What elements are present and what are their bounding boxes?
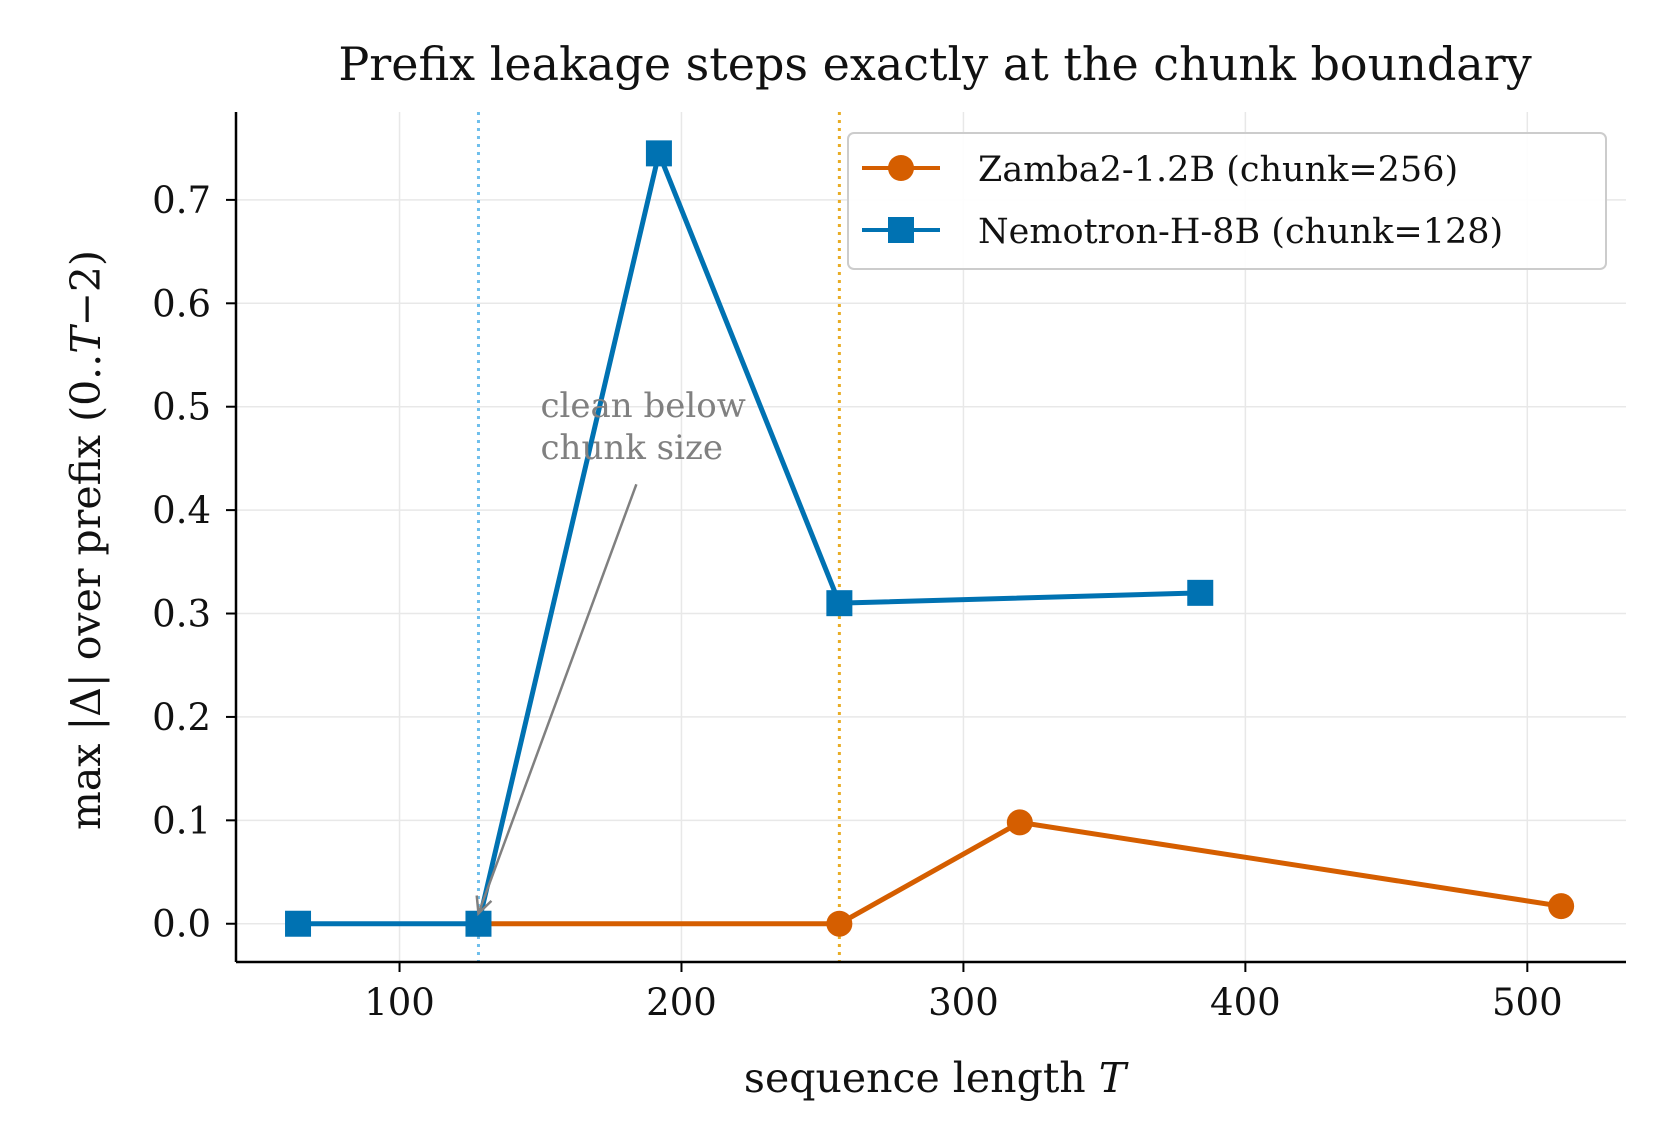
y-axis-label: max |Δ| over prefix (0..T−2)	[62, 250, 110, 830]
chunk-boundary-lines	[476, 112, 841, 962]
series	[285, 140, 1575, 937]
x-axis-label-var: T	[1099, 1054, 1129, 1102]
data-point	[826, 590, 853, 617]
y-tick-label: 0.1	[152, 799, 211, 842]
y-tick-label: 0.6	[152, 282, 211, 325]
axes	[226, 112, 1626, 972]
series-line	[478, 819, 1562, 927]
annotation-text: clean below chunk size	[541, 386, 757, 468]
data-point	[826, 910, 853, 937]
annotation-arrow	[477, 483, 638, 914]
tick-labels: 100 200 300 400 500 0.0 0.1 0.2 0.3 0.4 0.5 0.6 0.7	[152, 179, 1562, 1024]
x-axis-label: sequence length T	[744, 1054, 1129, 1102]
annotation-arrow-head	[475, 895, 493, 917]
legend-label-nemotron: Nemotron-H-8B (chunk=128)	[978, 212, 1503, 252]
legend: Zamba2-1.2B (chunk=256) Nemotron-H-8B (c…	[847, 132, 1607, 270]
legend-label-zamba2: Zamba2-1.2B (chunk=256)	[978, 150, 1458, 190]
legend-marker-nemotron	[888, 217, 914, 243]
x-axis-label-text: sequence length	[744, 1054, 1099, 1102]
y-axis-label-suffix: −2)	[62, 250, 110, 326]
y-tick-label: 0.0	[152, 903, 211, 946]
x-tick-label: 200	[646, 981, 717, 1024]
series-0	[465, 809, 1575, 937]
annotation-line-2: chunk size	[541, 428, 724, 468]
y-tick-label: 0.5	[152, 386, 211, 429]
legend-marker-zamba2	[888, 155, 914, 181]
annotation-line-1: clean below	[541, 386, 746, 426]
x-tick-label: 100	[364, 981, 435, 1024]
y-axis-label-var: T	[62, 324, 110, 354]
y-tick-label: 0.7	[152, 179, 211, 222]
chart-title: Prefix leakage steps exactly at the chun…	[338, 37, 1531, 91]
y-tick-label: 0.3	[152, 593, 211, 636]
series-1	[285, 140, 1214, 937]
x-tick-label: 500	[1492, 981, 1563, 1024]
legend-box	[847, 132, 1607, 270]
data-point	[1006, 809, 1033, 836]
x-tick-label: 300	[928, 981, 999, 1024]
data-point	[645, 140, 672, 167]
annotation: clean below chunk size	[475, 386, 757, 917]
y-tick-label: 0.2	[152, 696, 211, 739]
data-point	[1548, 893, 1575, 920]
data-point	[285, 910, 312, 937]
y-axis-label-text: max |Δ| over prefix (0..	[62, 354, 110, 830]
y-tick-label: 0.4	[152, 489, 211, 532]
x-tick-label: 400	[1210, 981, 1281, 1024]
data-point	[1187, 579, 1214, 606]
